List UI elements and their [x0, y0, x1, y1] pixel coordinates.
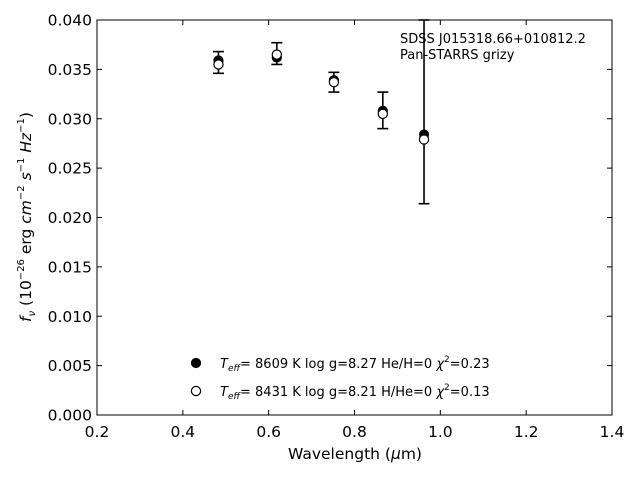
- y-tick-label-7: 0.035: [48, 61, 92, 79]
- x-tick-label-2: 0.6: [256, 423, 281, 441]
- y-tick-label-4: 0.020: [48, 209, 92, 227]
- legend: Teff= 8609 K log g=8.27 He/H=0 χ2=0.23 T…: [190, 355, 490, 402]
- x-tick-label-6: 1.4: [600, 423, 625, 441]
- y-tick-label-5: 0.025: [48, 160, 92, 178]
- x-tick-label-3: 0.8: [342, 423, 367, 441]
- y-axis-label: fν (10−26 erg cm−2 s−1 Hz−1): [16, 112, 38, 322]
- legend-marker-filled: [190, 357, 202, 369]
- error-bars: [212, 19, 430, 205]
- x-tick-label-5: 1.2: [514, 423, 539, 441]
- data-points: [213, 49, 430, 145]
- annotation-survey: Pan-STARRS grizy: [400, 48, 515, 63]
- x-tick-label-1: 0.4: [171, 423, 196, 441]
- y-tick-label-1: 0.005: [48, 357, 92, 375]
- y-tick-label-3: 0.015: [48, 258, 92, 276]
- point-series1-4: [418, 134, 430, 145]
- x-tick-label-0: 0.2: [85, 423, 110, 441]
- point-series1-1: [271, 49, 283, 60]
- y-tick-label-8: 0.040: [48, 12, 92, 30]
- point-series1-0: [213, 59, 224, 70]
- y-tick-label-2: 0.010: [48, 308, 92, 326]
- point-series1-2: [328, 77, 340, 88]
- y-tick-label-6: 0.030: [48, 110, 92, 128]
- y-tick-label-0: 0.000: [48, 407, 92, 425]
- point-series1-3: [377, 108, 389, 120]
- axis-ticks: 0.2 0.4 0.6 0.8 1.0 1.2 1.4 0.000 0.005 0.010 0.01…: [48, 12, 625, 442]
- annotation-object-name: SDSS J015318.66+010812.2: [400, 32, 586, 47]
- x-tick-label-4: 1.0: [428, 423, 453, 441]
- plot-frame: [96, 19, 613, 416]
- legend-marker-open: [190, 385, 202, 397]
- legend-entry-1: Teff= 8609 K log g=8.27 He/H=0 χ2=0.23: [220, 355, 490, 374]
- x-axis-label: Wavelength (μm): [288, 445, 422, 463]
- legend-entry-2: Teff= 8431 K log g=8.21 H/He=0 χ2=0.13: [220, 383, 490, 402]
